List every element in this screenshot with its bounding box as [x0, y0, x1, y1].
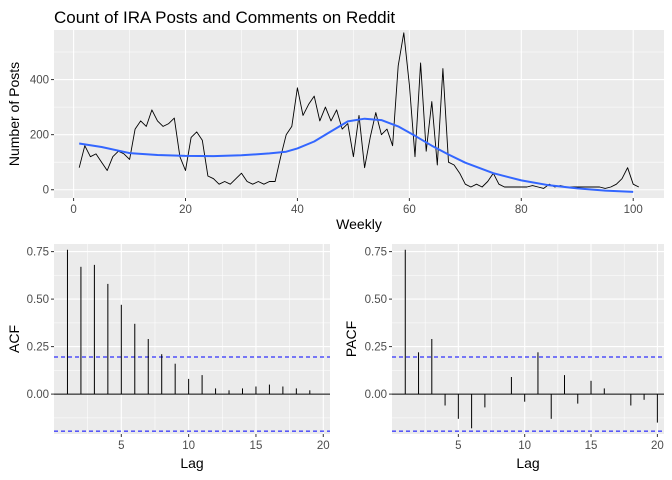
chart-title: Count of IRA Posts and Comments on Reddi…: [54, 8, 395, 27]
acf-chart: 5 10 15 20 0.00 0.25 0.50 0.75 Lag ACF: [6, 244, 330, 471]
acf-y-tick-label: 0.75: [27, 247, 49, 259]
pacf-chart: 5 10 15 20 0.00 0.25 0.50 0.75 Lag PACF: [343, 244, 664, 471]
timeseries-x-tick-label: 40: [291, 204, 304, 216]
timeseries-y-tick-label: 200: [30, 130, 49, 142]
acf-panel: [54, 244, 330, 434]
timeseries-panel: [54, 30, 664, 198]
acf-y-tick-label: 0.00: [27, 389, 49, 401]
pacf-y-axis-title: PACF: [343, 321, 359, 357]
timeseries-x-axis-title: Weekly: [336, 216, 382, 232]
pacf-x-axis-title: Lag: [516, 455, 539, 471]
timeseries-x-tick-label: 80: [515, 204, 528, 216]
timeseries-x-tick-label: 20: [179, 204, 192, 216]
pacf-y-tick-label: 0.25: [365, 342, 387, 354]
acf-y-tick-label: 0.50: [27, 294, 49, 306]
acf-x-tick-label: 15: [250, 440, 263, 452]
timeseries-y-axis-title: Number of Posts: [6, 62, 22, 166]
weekly-count-line: [78, 32, 640, 189]
pacf-y-tick-label: 0.75: [365, 247, 387, 259]
timeseries-x-tick-label: 100: [624, 204, 643, 216]
timeseries-grid: [54, 30, 664, 198]
acf-marks: [54, 249, 330, 432]
timeseries-x-tick-label: 60: [403, 204, 416, 216]
timeseries-y-tick-label: 400: [30, 75, 49, 87]
pacf-panel: [392, 244, 664, 434]
pacf-marks: [392, 249, 664, 432]
pacf-axis-ticks: 5 10 15 20 0.00 0.25 0.50 0.75: [365, 247, 664, 452]
acf-x-axis-title: Lag: [180, 455, 203, 471]
timeseries-series: [78, 32, 640, 193]
pacf-x-tick-label: 20: [651, 440, 664, 452]
timeseries-chart: Count of IRA Posts and Comments on Reddi…: [6, 8, 664, 232]
acf-x-tick-label: 20: [317, 440, 330, 452]
timeseries-y-tick-label: 0: [43, 185, 49, 197]
timeseries-axis-ticks: 0 20 40 60 80 100 0 200 400: [30, 75, 643, 216]
pacf-x-tick-label: 10: [518, 440, 531, 452]
timeseries-x-tick-label: 0: [70, 204, 76, 216]
pacf-y-tick-label: 0.00: [365, 389, 387, 401]
pacf-x-tick-label: 15: [585, 440, 598, 452]
acf-y-tick-label: 0.25: [27, 342, 49, 354]
acf-axis-ticks: 5 10 15 20 0.00 0.25 0.50 0.75: [27, 247, 330, 452]
smoothed-trend-line: [79, 117, 634, 193]
acf-x-tick-label: 5: [118, 440, 124, 452]
pacf-y-tick-label: 0.50: [365, 294, 387, 306]
pacf-x-tick-label: 5: [455, 440, 461, 452]
acf-y-axis-title: ACF: [6, 325, 22, 353]
acf-x-tick-label: 10: [182, 440, 195, 452]
acf-grid: [54, 244, 330, 434]
